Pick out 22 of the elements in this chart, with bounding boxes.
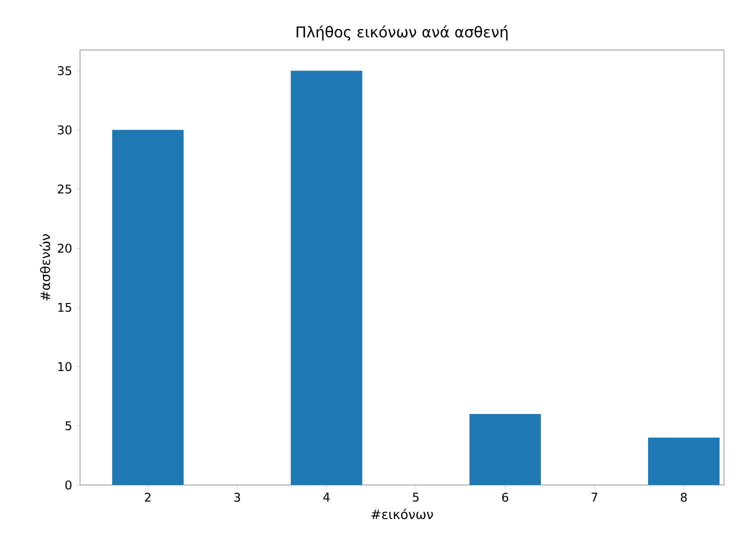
- x-tick-label: 6: [502, 492, 508, 502]
- y-tick-label: 35: [58, 66, 72, 76]
- x-axis-title: #εικόνων: [371, 508, 433, 520]
- y-tick-label: 15: [58, 302, 72, 312]
- y-tick-label: 20: [58, 244, 72, 253]
- y-axis-title: #ασθενών: [40, 234, 50, 300]
- x-tick-label: 3: [234, 492, 240, 502]
- bar: [648, 438, 720, 485]
- x-tick-label: 5: [412, 492, 419, 502]
- x-tick-label: 7: [592, 492, 598, 502]
- x-tick-label: 2: [144, 492, 150, 502]
- x-tick-label: 8: [680, 492, 687, 502]
- chart-title: Πλήθος εικόνων ανά ασθενή: [296, 25, 508, 40]
- bar: [112, 130, 184, 485]
- y-tick-label: 0: [65, 480, 72, 490]
- x-tick-label: 4: [323, 492, 330, 502]
- bar: [290, 70, 362, 485]
- y-tick-label: 10: [58, 362, 72, 372]
- y-tick-label: 5: [66, 421, 72, 430]
- y-tick-label: 30: [58, 125, 72, 134]
- bar: [469, 414, 541, 485]
- y-tick-label: 25: [58, 184, 72, 194]
